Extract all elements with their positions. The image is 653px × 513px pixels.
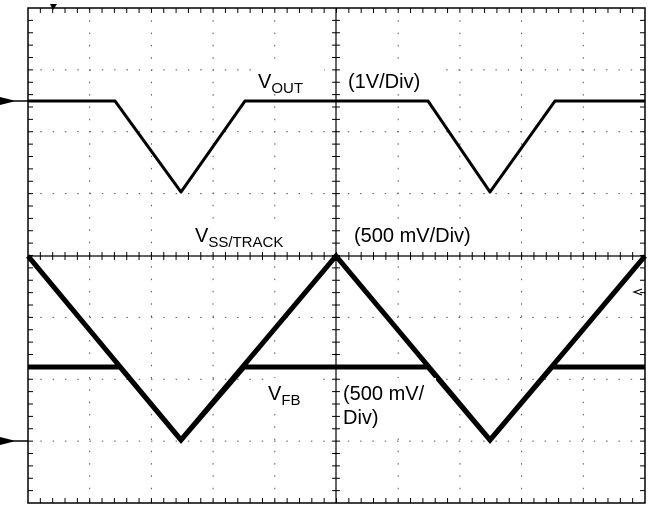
vout-scale: (1V/Div) xyxy=(348,71,420,93)
vfb-label: VFB xyxy=(268,383,301,409)
subscript: OUT xyxy=(271,80,303,97)
trigger-marker xyxy=(632,288,643,296)
symbol: V xyxy=(268,383,282,405)
top-marker xyxy=(50,4,57,10)
vss-label: VSS/TRACK xyxy=(195,225,283,251)
label-bg xyxy=(340,378,436,430)
symbol: V xyxy=(258,71,272,93)
symbol: V xyxy=(195,225,209,247)
subscript: FB xyxy=(281,392,300,409)
label-bg xyxy=(264,378,314,406)
label-bg xyxy=(190,220,324,248)
label-bg xyxy=(344,64,444,92)
vout-label: VOUT xyxy=(258,71,303,97)
vout-trace xyxy=(28,99,645,194)
vfb-trace xyxy=(28,364,645,444)
label-bg xyxy=(254,64,324,92)
vfb-scale: Div) xyxy=(343,407,379,429)
label-bg xyxy=(350,220,500,248)
subscript: SS/TRACK xyxy=(208,234,283,251)
vss-scale: (500 mV/Div) xyxy=(354,225,471,247)
vfb-scale: (500 mV/ xyxy=(343,383,425,405)
